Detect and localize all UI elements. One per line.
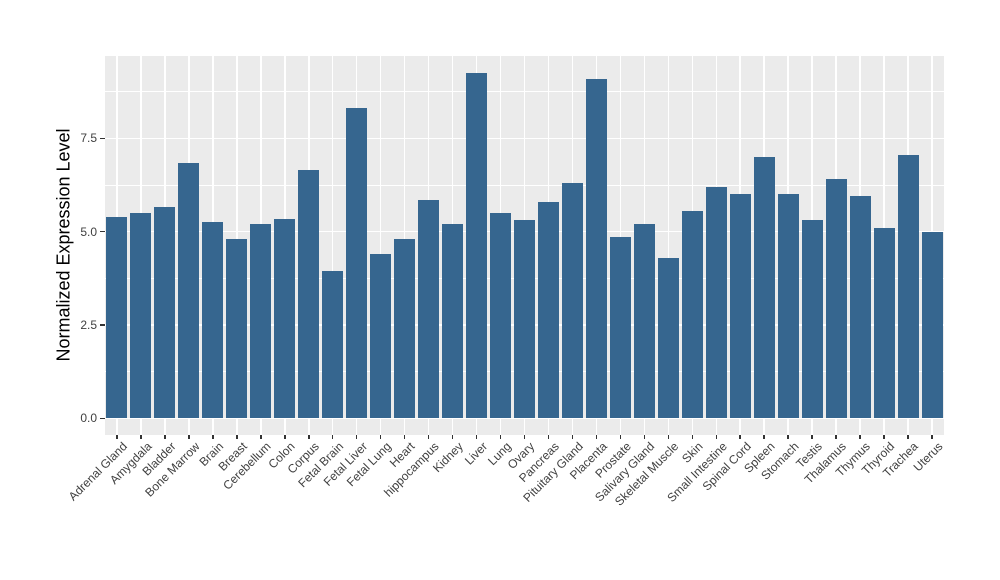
x-tick-mark xyxy=(212,435,214,439)
bar xyxy=(250,224,272,419)
x-tick-mark xyxy=(475,435,478,439)
x-tick-mark xyxy=(835,435,837,439)
x-tick-mark xyxy=(499,435,502,439)
bar xyxy=(705,186,727,419)
bar xyxy=(561,183,583,419)
y-axis-title: Normalized Expression Level xyxy=(53,128,74,362)
x-tick-mark xyxy=(715,435,718,439)
bar xyxy=(298,170,320,419)
x-tick-mark xyxy=(595,435,598,439)
bar xyxy=(130,212,152,419)
x-tick-mark xyxy=(691,435,694,439)
bar xyxy=(514,220,535,419)
bar xyxy=(370,254,392,419)
x-tick-mark xyxy=(116,435,118,439)
bar xyxy=(657,257,679,419)
x-tick-mark xyxy=(355,435,358,439)
x-tick-mark xyxy=(643,435,646,439)
y-tick-mark xyxy=(100,137,105,140)
bar xyxy=(202,222,224,419)
x-tick-mark xyxy=(451,435,454,439)
bar xyxy=(585,78,607,419)
x-tick-mark xyxy=(763,435,765,439)
x-tick-mark xyxy=(140,435,142,439)
y-tick-mark xyxy=(100,324,105,326)
x-tick-mark xyxy=(931,435,933,439)
bar xyxy=(394,239,416,419)
y-tick-mark xyxy=(100,230,105,233)
x-tick-mark xyxy=(907,435,909,439)
x-tick-mark xyxy=(379,435,382,439)
y-tick-label: 7.5 xyxy=(80,131,97,146)
x-tick-mark xyxy=(571,435,574,439)
x-tick-mark xyxy=(619,435,622,439)
bar xyxy=(537,201,559,419)
bar xyxy=(753,156,775,419)
bar xyxy=(897,155,919,419)
bar xyxy=(154,207,176,419)
x-tick-mark xyxy=(667,435,670,439)
x-tick-mark xyxy=(331,435,334,439)
y-tick-mark xyxy=(100,417,105,420)
bar xyxy=(801,220,823,419)
x-tick-mark xyxy=(236,435,238,439)
x-tick-mark xyxy=(523,435,526,439)
x-tick-mark xyxy=(883,435,885,439)
x-tick-mark xyxy=(787,435,789,439)
x-tick-mark xyxy=(427,435,430,439)
plot-panel xyxy=(105,56,944,435)
bar xyxy=(633,224,655,419)
x-tick-mark xyxy=(164,435,166,439)
bar xyxy=(681,211,703,419)
x-tick-mark xyxy=(547,435,550,439)
major-gridline-x xyxy=(331,56,334,435)
x-tick-mark xyxy=(739,435,741,439)
bar xyxy=(729,194,751,419)
x-tick-mark xyxy=(859,435,861,439)
bar xyxy=(825,179,847,419)
x-tick-mark xyxy=(403,435,406,439)
bar xyxy=(418,199,440,419)
bar xyxy=(921,231,943,419)
bar xyxy=(322,270,344,419)
y-tick-label: 5.0 xyxy=(80,224,97,239)
bar xyxy=(609,237,631,419)
bar xyxy=(106,216,128,419)
major-gridline-x xyxy=(667,56,670,435)
bar xyxy=(873,227,895,419)
x-tick-mark xyxy=(188,435,190,439)
bar xyxy=(490,212,512,419)
bar xyxy=(346,108,368,419)
bar xyxy=(442,224,464,419)
bar xyxy=(226,239,248,419)
bar xyxy=(849,196,871,419)
major-gridline-x xyxy=(379,56,382,435)
bar xyxy=(466,72,488,419)
bar xyxy=(777,194,799,419)
y-tick-label: 0.0 xyxy=(80,411,97,426)
x-tick-label: Liver xyxy=(461,439,490,468)
y-tick-label: 2.5 xyxy=(80,317,97,332)
x-tick-mark xyxy=(260,435,262,439)
bar xyxy=(274,218,296,419)
x-tick-mark xyxy=(284,435,286,439)
bar xyxy=(178,162,200,419)
x-tick-mark xyxy=(811,435,813,439)
x-tick-mark xyxy=(308,435,310,439)
